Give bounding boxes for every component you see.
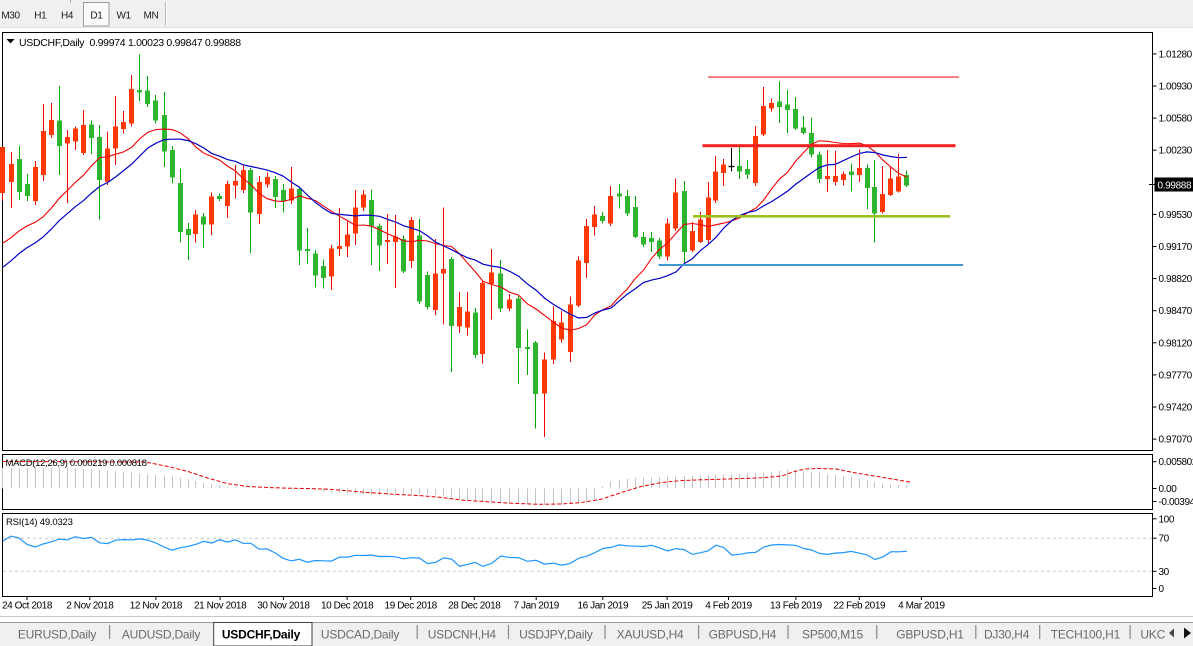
svg-text:USDJPY,Daily: USDJPY,Daily [519,628,593,642]
svg-text:USDCHF,Daily 0.99974 1.00023: USDCHF,Daily 0.99974 1.00023 0.99847 0.9… [19,37,241,49]
svg-text:0.97070: 0.97070 [1159,435,1193,446]
svg-text:4 Feb 2019: 4 Feb 2019 [705,601,752,612]
svg-text:0.005802: 0.005802 [1159,457,1193,468]
svg-text:GBPUSD,H1: GBPUSD,H1 [896,628,964,642]
svg-text:30: 30 [1159,567,1170,578]
svg-text:TECH100,H1: TECH100,H1 [1051,628,1121,642]
svg-text:24 Oct 2018: 24 Oct 2018 [2,601,53,612]
svg-text:0.97420: 0.97420 [1159,403,1193,414]
svg-text:16 Jan 2019: 16 Jan 2019 [577,601,628,612]
svg-text:12 Nov 2018: 12 Nov 2018 [130,601,183,612]
svg-text:0: 0 [1159,584,1165,595]
svg-text:MACD(12,26,9) 0.000219 0.00081: MACD(12,26,9) 0.000219 0.000818 [6,458,147,469]
svg-text:DJ30,H4: DJ30,H4 [984,628,1030,642]
svg-text:0.98470: 0.98470 [1159,306,1193,317]
svg-text:1.00230: 1.00230 [1159,146,1193,157]
svg-text:25 Jan 2019: 25 Jan 2019 [642,601,693,612]
svg-text:22 Feb 2019: 22 Feb 2019 [833,601,886,612]
svg-text:RSI(14) 49.0323: RSI(14) 49.0323 [6,517,73,528]
svg-text:0.00: 0.00 [1159,484,1178,495]
svg-text:SP500,M15: SP500,M15 [802,628,863,642]
svg-text:1.00580: 1.00580 [1159,114,1193,125]
svg-text:AUDUSD,Daily: AUDUSD,Daily [122,628,200,642]
svg-text:D1: D1 [90,11,103,22]
svg-text:30 Nov 2018: 30 Nov 2018 [257,601,310,612]
svg-text:USDCNH,H4: USDCNH,H4 [428,628,497,642]
svg-text:0.98820: 0.98820 [1159,274,1193,285]
svg-text:10 Dec 2018: 10 Dec 2018 [321,601,374,612]
svg-text:M30: M30 [1,11,20,22]
svg-text:100: 100 [1159,514,1175,525]
svg-text:GBPUSD,H4: GBPUSD,H4 [709,628,777,642]
svg-text:0.97770: 0.97770 [1159,370,1193,381]
svg-text:7 Jan 2019: 7 Jan 2019 [513,601,559,612]
svg-text:USDCHF,Daily: USDCHF,Daily [222,628,301,642]
svg-text:MN: MN [144,11,159,22]
svg-text:19 Dec 2018: 19 Dec 2018 [385,601,438,612]
svg-text:XAUUSD,H4: XAUUSD,H4 [617,628,684,642]
svg-text:0.99530: 0.99530 [1159,210,1193,221]
svg-text:UKC: UKC [1140,628,1165,642]
svg-text:1.01280: 1.01280 [1159,49,1193,60]
svg-text:1.00930: 1.00930 [1159,82,1193,93]
svg-text:28 Dec 2018: 28 Dec 2018 [448,601,501,612]
svg-text:EURUSD,Daily: EURUSD,Daily [18,628,96,642]
svg-text:W1: W1 [116,11,131,22]
svg-text:2 Nov 2018: 2 Nov 2018 [66,601,114,612]
svg-text:0.99888: 0.99888 [1158,180,1192,191]
svg-text:H4: H4 [61,11,74,22]
svg-text:4 Mar 2019: 4 Mar 2019 [898,601,945,612]
svg-text:13 Feb 2019: 13 Feb 2019 [770,601,823,612]
svg-text:-0.00394: -0.00394 [1159,497,1193,508]
svg-text:0.98120: 0.98120 [1159,338,1193,349]
svg-text:USDCAD,Daily: USDCAD,Daily [321,628,399,642]
svg-text:H1: H1 [34,11,47,22]
svg-text:0.99170: 0.99170 [1159,242,1193,253]
svg-text:70: 70 [1159,534,1170,545]
svg-text:21 Nov 2018: 21 Nov 2018 [194,601,247,612]
